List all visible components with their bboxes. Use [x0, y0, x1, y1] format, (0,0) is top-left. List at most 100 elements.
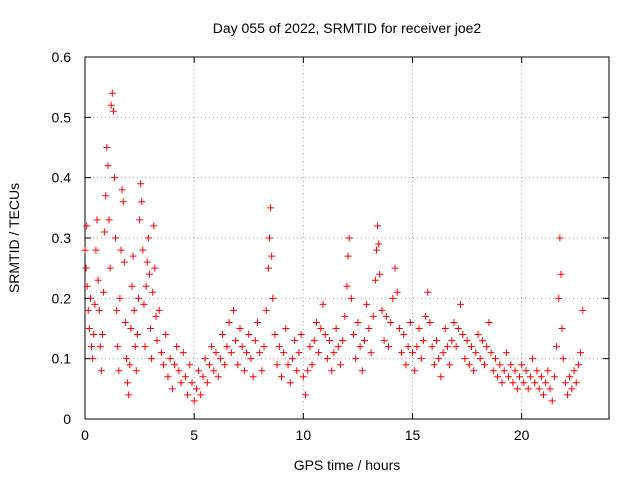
data-point — [542, 379, 550, 387]
data-point — [199, 373, 207, 381]
data-point — [470, 367, 478, 375]
data-point — [419, 337, 427, 345]
data-point — [452, 343, 460, 351]
data-point — [268, 252, 276, 260]
data-point — [195, 367, 203, 375]
data-point — [219, 331, 227, 339]
data-point — [297, 331, 305, 339]
data-point — [278, 373, 285, 381]
data-point — [247, 355, 255, 363]
data-point — [203, 379, 211, 387]
data-point — [522, 367, 530, 375]
data-point — [365, 325, 373, 332]
data-point — [310, 337, 318, 345]
data-point — [435, 355, 443, 363]
data-point — [382, 312, 390, 320]
data-point — [474, 331, 482, 339]
data-point — [245, 331, 253, 339]
data-point — [105, 216, 113, 224]
data-point — [108, 89, 116, 97]
x-tick-label: 10 — [296, 427, 312, 443]
data-point — [430, 361, 438, 369]
data-point — [461, 355, 469, 363]
data-point — [515, 373, 523, 381]
data-point — [326, 337, 334, 345]
data-point — [367, 349, 375, 357]
data-point — [343, 282, 351, 290]
data-point — [201, 355, 209, 363]
data-point — [341, 312, 349, 320]
data-point — [529, 355, 537, 363]
data-point — [157, 349, 165, 357]
data-point — [223, 343, 231, 351]
data-point — [481, 361, 489, 369]
data-point — [175, 367, 183, 375]
data-point — [395, 325, 403, 332]
data-point — [568, 385, 576, 393]
data-point — [153, 337, 161, 345]
data-point — [513, 385, 521, 393]
data-point — [109, 107, 117, 115]
data-point — [574, 361, 582, 369]
y-tick-label: 0.4 — [52, 170, 72, 186]
data-point — [256, 349, 264, 357]
data-point — [82, 264, 90, 272]
data-point — [376, 270, 384, 278]
data-point — [142, 282, 150, 290]
data-point — [90, 331, 98, 339]
data-point — [124, 379, 132, 387]
data-point — [413, 343, 421, 351]
data-point — [288, 355, 296, 363]
data-point — [387, 318, 395, 326]
data-point — [526, 373, 534, 381]
x-tick-label: 0 — [81, 427, 89, 443]
data-point — [304, 367, 312, 375]
data-point — [558, 325, 566, 332]
data-point — [232, 337, 240, 345]
data-point — [214, 373, 222, 381]
data-point — [356, 343, 364, 351]
data-point — [139, 246, 147, 254]
data-point — [315, 349, 323, 357]
data-point — [520, 379, 528, 387]
data-point — [507, 361, 515, 369]
data-point — [179, 349, 187, 357]
data-point — [498, 379, 506, 387]
data-point — [84, 306, 92, 314]
data-point — [113, 306, 121, 314]
x-axis: 0 5 10 15 20 — [81, 57, 530, 443]
data-point — [119, 198, 127, 206]
data-point — [308, 361, 316, 369]
data-point — [164, 373, 172, 381]
data-point — [344, 252, 352, 260]
data-point — [544, 367, 552, 375]
data-point — [323, 355, 331, 363]
data-point — [411, 367, 419, 375]
data-point — [400, 331, 408, 339]
data-point — [559, 355, 567, 363]
data-point — [152, 312, 160, 320]
data-point — [137, 180, 145, 188]
data-point — [132, 367, 140, 375]
y-tick-label: 0.2 — [52, 290, 72, 306]
data-points — [81, 89, 587, 405]
data-point — [91, 300, 99, 308]
data-point — [579, 306, 587, 314]
data-point — [118, 186, 126, 194]
data-point — [439, 349, 447, 357]
data-point — [100, 288, 108, 296]
data-point — [269, 294, 277, 302]
data-point — [332, 325, 340, 332]
data-point — [375, 240, 383, 248]
data-point — [372, 246, 380, 254]
data-point — [564, 391, 572, 399]
y-axis: 0 0.1 0.2 0.3 0.4 0.5 0.6 — [52, 49, 609, 427]
data-point — [378, 306, 386, 314]
x-tick-label: 20 — [514, 427, 530, 443]
data-point — [147, 325, 154, 332]
data-point — [115, 367, 123, 375]
data-point — [553, 343, 561, 351]
data-point — [511, 367, 519, 375]
data-point — [415, 325, 423, 332]
data-point — [144, 234, 152, 242]
